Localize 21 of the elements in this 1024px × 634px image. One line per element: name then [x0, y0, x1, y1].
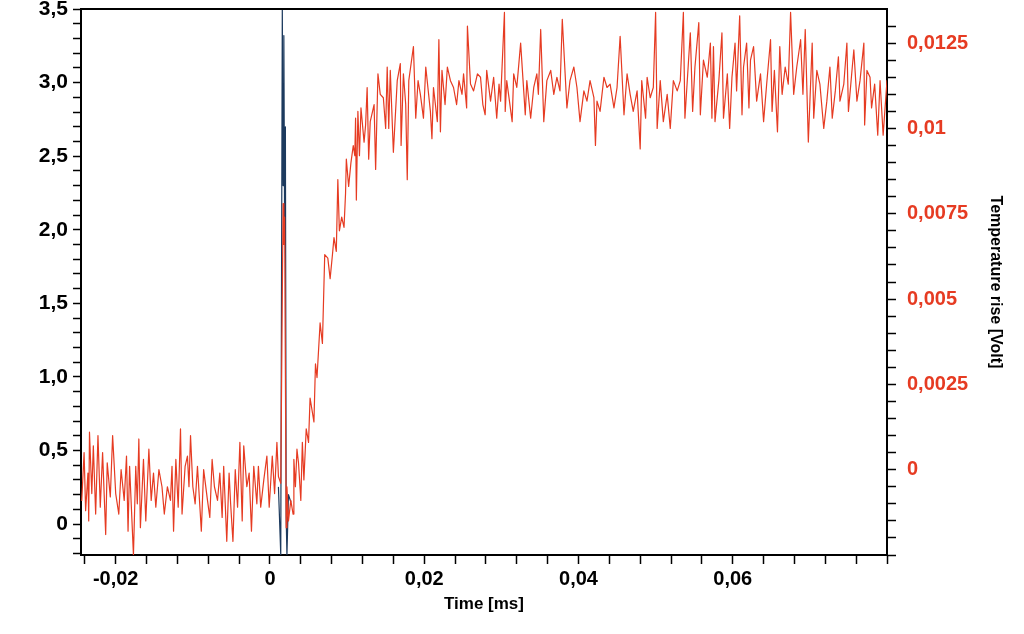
- y-tick-label: 3,0: [38, 69, 68, 93]
- x-tick-label: -0,02: [92, 566, 139, 589]
- y-tick-label: 0,5: [38, 437, 69, 461]
- y2-tick-label: 0: [907, 457, 919, 480]
- x-tick-label: 0: [264, 566, 276, 589]
- y2-tick-label: 0,0025: [907, 371, 969, 394]
- y2-tick-label: 0,0125: [907, 30, 969, 53]
- y2-tick-label: 0,005: [907, 286, 958, 309]
- x-tick-label: 0,02: [404, 566, 444, 589]
- y2-axis-title: Temperature rise [Volt]: [987, 195, 1005, 369]
- y-tick-label: 0: [56, 510, 68, 534]
- y-tick-label: 3,5: [38, 0, 69, 19]
- x-tick-label: 0,04: [559, 566, 599, 589]
- y-tick-label: 1,5: [38, 290, 69, 314]
- y-tick-label: 2,0: [38, 216, 68, 240]
- y-tick-label: 2,5: [38, 142, 69, 166]
- x-tick-label: 0,06: [713, 566, 753, 589]
- x-axis-title: Time [ms]: [444, 594, 524, 614]
- y-tick-label: 1,0: [38, 363, 68, 387]
- y2-tick-label: 0,01: [907, 115, 946, 138]
- y2-tick-label: 0,0075: [907, 201, 969, 224]
